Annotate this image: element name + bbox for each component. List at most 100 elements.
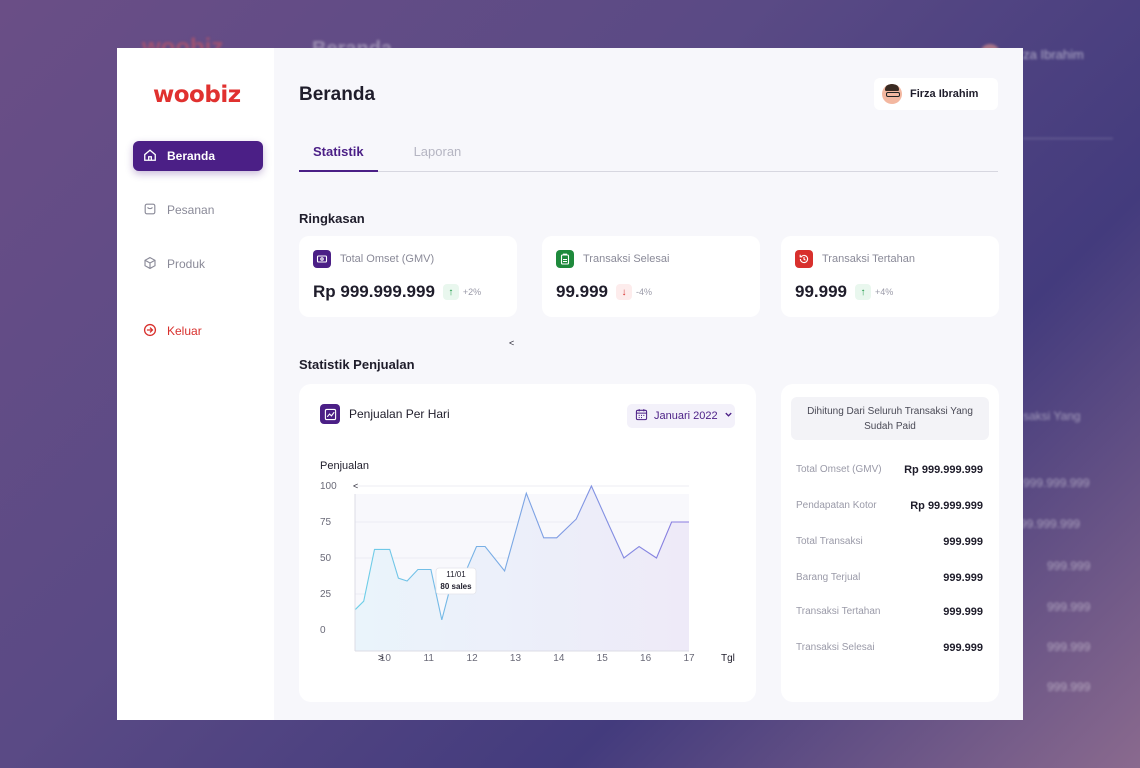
summary-note: Dihitung Dari Seluruh Transaksi Yang Sud… xyxy=(791,397,989,440)
y-tick-label: 25 xyxy=(320,589,332,600)
background-value: 999.999 xyxy=(1047,559,1091,573)
delta-text: -4% xyxy=(636,287,653,297)
sales-area-fill xyxy=(355,486,689,651)
y-tick-label: 0 xyxy=(320,625,326,636)
sales-summary-panel: Dihitung Dari Seluruh Transaksi Yang Sud… xyxy=(781,384,999,702)
home-icon xyxy=(143,148,157,165)
background-value: 9 99.999.999 xyxy=(1010,517,1081,531)
clipboard-check-icon xyxy=(556,250,574,268)
summary-value: 99.999 xyxy=(556,282,608,301)
stray-mark: > xyxy=(378,653,384,664)
tab-bar: Statistik Laporan xyxy=(299,144,998,172)
summary-row: Pendapatan Kotor Rp 99.999.999 xyxy=(796,500,983,512)
x-tick-label: 11 xyxy=(424,653,435,664)
month-picker-value: Januari 2022 xyxy=(654,410,718,422)
chart-y-axis-label: Penjualan xyxy=(320,460,369,472)
summary-title: Ringkasan xyxy=(299,211,365,226)
background-value: 999.999.999 xyxy=(1023,476,1090,490)
summary-row-label: Pendapatan Kotor xyxy=(796,500,877,511)
x-tick-label: 13 xyxy=(510,653,522,664)
summary-row-label: Barang Terjual xyxy=(796,572,861,583)
summary-row-label: Transaksi Selesai xyxy=(796,642,875,653)
sidebar-item-label: Produk xyxy=(167,257,206,271)
chart-title: Penjualan Per Hari xyxy=(349,407,450,421)
summary-row: Barang Terjual 999.999 xyxy=(796,572,983,584)
summary-row-label: Total Omset (GMV) xyxy=(796,464,882,475)
avatar xyxy=(882,84,902,104)
user-menu[interactable]: Firza Ibrahim xyxy=(874,78,998,110)
summary-row: Transaksi Selesai 999.999 xyxy=(796,642,983,654)
calendar-icon xyxy=(635,408,648,424)
summary-row-value: 999.999 xyxy=(943,606,983,618)
user-name: Firza Ibrahim xyxy=(910,88,979,100)
background-value: 999.999 xyxy=(1047,680,1091,694)
sidebar-item-label: Pesanan xyxy=(167,203,215,217)
summary-row: Total Transaksi 999.999 xyxy=(796,536,983,548)
summary-card-transaksi-selesai: Transaksi Selesai 99.999 ↓ -4% xyxy=(542,236,760,317)
sales-line-chart: 0 25 50 75 100 10 11 12 13 14 15 16 17 < > Tgl 11/0… xyxy=(320,481,735,664)
tooltip-date: 11/01 xyxy=(446,570,466,579)
summary-row-label: Total Transaksi xyxy=(796,536,863,547)
y-tick-label: 75 xyxy=(320,517,332,528)
background-value: 999.999 xyxy=(1047,600,1091,614)
stray-mark: < xyxy=(509,338,515,348)
chart-tooltip: 11/01 80 sales xyxy=(435,567,477,595)
summary-row-value: Rp 999.999.999 xyxy=(904,464,983,476)
brand-logo[interactable]: woobiz xyxy=(153,82,241,108)
sidebar-item-label: Beranda xyxy=(167,149,216,163)
tab-statistik[interactable]: Statistik xyxy=(299,144,378,172)
sidebar-item-pesanan[interactable]: Pesanan xyxy=(133,195,263,225)
chart-x-axis-label: Tgl xyxy=(721,653,735,664)
summary-row-value: 999.999 xyxy=(943,536,983,548)
summary-value: 99.999 xyxy=(795,282,847,301)
background-value: 999.999 xyxy=(1047,640,1091,654)
logout-label: Keluar xyxy=(167,324,202,338)
x-tick-label: 16 xyxy=(640,653,652,664)
summary-card-transaksi-tertahan: Transaksi Tertahan 99.999 ↑ +4% xyxy=(781,236,999,317)
y-tick-label: 100 xyxy=(320,481,337,492)
background-note: saksi Yang xyxy=(1023,409,1081,423)
summary-row-label: Transaksi Tertahan xyxy=(796,606,881,617)
summary-row-value: 999.999 xyxy=(943,572,983,584)
x-tick-label: 14 xyxy=(553,653,565,664)
sidebar-item-produk[interactable]: Produk xyxy=(133,249,263,279)
summary-label: Transaksi Selesai xyxy=(583,253,670,265)
background-user-name: Firza Ibrahim xyxy=(1008,46,1084,62)
x-tick-label: 17 xyxy=(683,653,695,664)
sidebar: woobiz Beranda Pesanan Produk Keluar xyxy=(117,48,274,720)
history-icon xyxy=(795,250,813,268)
box-icon xyxy=(143,256,157,273)
summary-row-value: Rp 99.999.999 xyxy=(910,500,983,512)
logout-button[interactable]: Keluar xyxy=(133,316,263,346)
x-tick-label: 15 xyxy=(597,653,609,664)
page-title: Beranda xyxy=(299,84,376,105)
tooltip-value: 80 sales xyxy=(440,582,472,591)
summary-delta: ↑ +4% xyxy=(855,284,893,300)
summary-label: Transaksi Tertahan xyxy=(822,253,915,265)
summary-row: Total Omset (GMV) Rp 999.999.999 xyxy=(796,464,983,476)
summary-delta: ↑ +2% xyxy=(442,284,482,300)
summary-row: Transaksi Tertahan 999.999 xyxy=(796,606,983,618)
delta-text: +4% xyxy=(875,287,894,297)
wallet-icon xyxy=(313,250,331,268)
summary-row-value: 999.999 xyxy=(943,642,983,654)
sales-line xyxy=(354,484,689,621)
shopping-bag-icon xyxy=(143,202,157,219)
x-tick-label: 12 xyxy=(467,653,479,664)
chevron-down-icon xyxy=(724,410,733,422)
summary-delta: ↓ -4% xyxy=(616,284,652,300)
month-picker[interactable]: Januari 2022 xyxy=(627,404,735,428)
y-tick-label: 50 xyxy=(320,553,332,564)
sidebar-item-beranda[interactable]: Beranda xyxy=(133,141,263,171)
sales-chart-card: Penjualan Per Hari Januari 2022 Penjuala… xyxy=(299,384,756,702)
summary-label: Total Omset (GMV) xyxy=(340,253,435,265)
arrow-up-icon: ↑ xyxy=(855,284,871,300)
line-chart-icon xyxy=(320,404,340,424)
sales-title: Statistik Penjualan xyxy=(299,357,415,372)
delta-text: +2% xyxy=(462,287,482,297)
stray-mark: < xyxy=(353,481,358,491)
logout-icon xyxy=(143,323,157,340)
summary-value: Rp 999.999.999 xyxy=(313,282,435,301)
summary-card-gmv: Total Omset (GMV) Rp 999.999.999 ↑ +2% xyxy=(299,236,517,317)
tab-laporan[interactable]: Laporan xyxy=(413,144,462,159)
